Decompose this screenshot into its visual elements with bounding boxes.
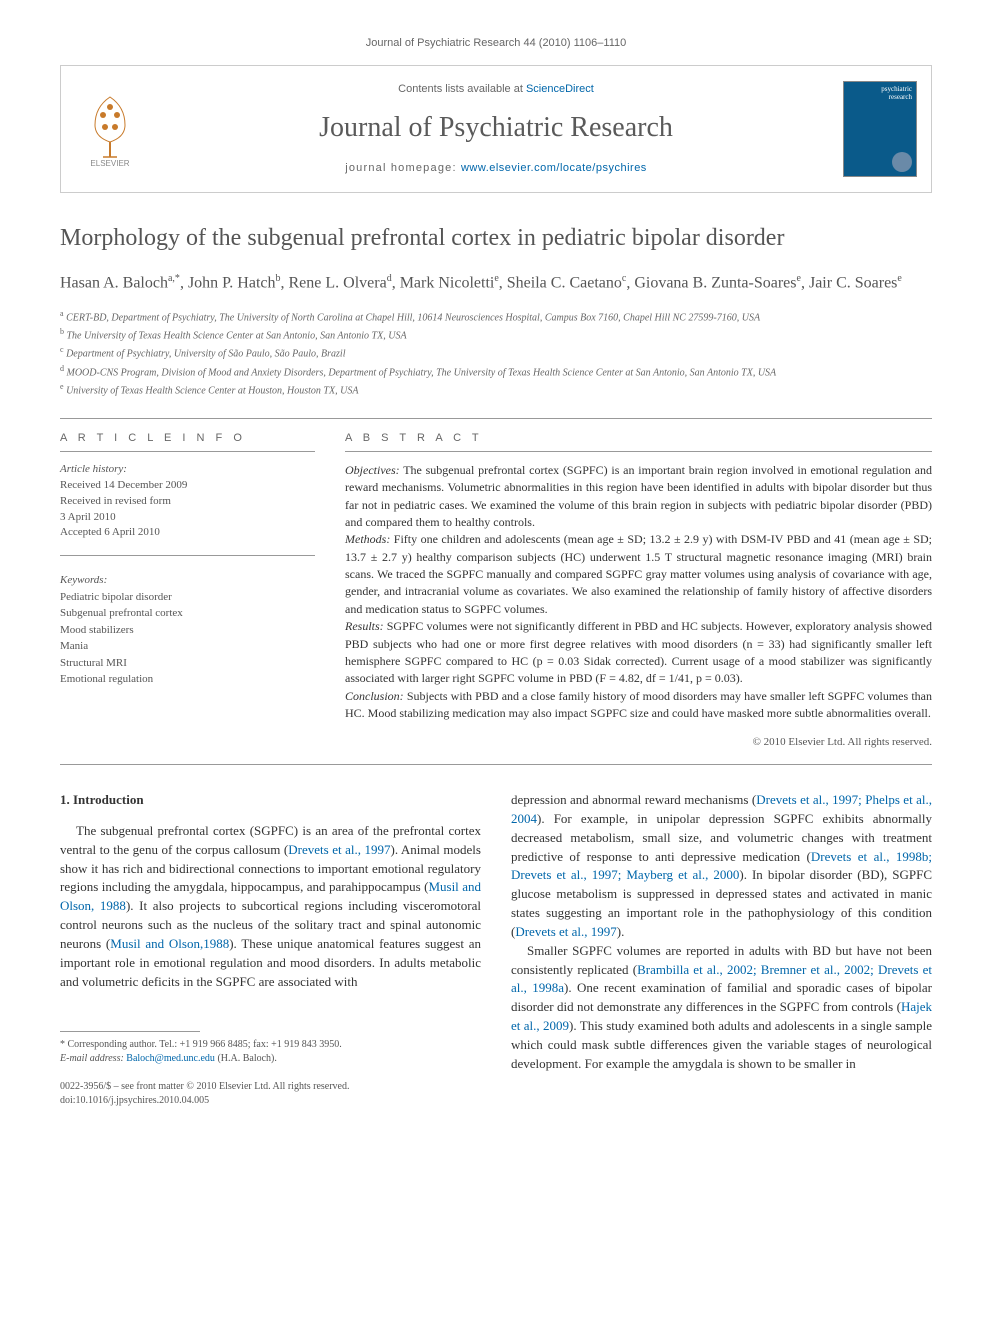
journal-page: Journal of Psychiatric Research 44 (2010… [0,0,992,1148]
svg-text:ELSEVIER: ELSEVIER [90,159,129,167]
homepage-line: journal homepage: www.elsevier.com/locat… [165,161,827,176]
journal-name: Journal of Psychiatric Research [165,108,827,147]
body-left-column: 1. Introduction The subgenual prefrontal… [60,791,481,1108]
history-label: Article history: [60,462,315,478]
running-header: Journal of Psychiatric Research 44 (2010… [60,36,932,51]
body-columns: 1. Introduction The subgenual prefrontal… [60,791,932,1108]
accepted-date: Accepted 6 April 2010 [60,525,315,541]
received-date: Received 14 December 2009 [60,478,315,494]
issn-line: 0022-3956/$ – see front matter © 2010 El… [60,1080,481,1094]
doi-line: doi:10.1016/j.jpsychires.2010.04.005 [60,1094,481,1108]
methods-text: Fifty one children and adolescents (mean… [345,532,932,616]
affiliation: d MOOD-CNS Program, Division of Mood and… [60,363,932,380]
affiliation: e University of Texas Health Science Cen… [60,381,932,398]
keyword: Subgenual prefrontal cortex [60,605,315,622]
conclusion-label: Conclusion: [345,689,404,703]
masthead-right: psychiatric research [827,81,917,177]
affiliation: b The University of Texas Health Science… [60,326,932,343]
abstract-text: Objectives: The subgenual prefrontal cor… [345,462,932,723]
citation-link[interactable]: Drevets et al., 1997 [288,842,390,857]
keywords-list: Pediatric bipolar disorderSubgenual pref… [60,589,315,688]
divider-2 [60,764,932,765]
info-divider [60,451,315,452]
article-title: Morphology of the subgenual prefrontal c… [60,223,932,253]
contents-prefix: Contents lists available at [398,83,526,95]
keywords-divider [60,555,315,556]
email-suffix: (H.A. Baloch). [215,1053,277,1064]
corr-author-tel: * Corresponding author. Tel.: +1 919 966… [60,1038,481,1052]
affiliation: c Department of Psychiatry, University o… [60,344,932,361]
sciencedirect-link[interactable]: ScienceDirect [526,83,594,95]
footnote-separator [60,1031,200,1032]
keyword: Mania [60,638,315,655]
keyword: Emotional regulation [60,671,315,688]
article-info-column: A R T I C L E I N F O Article history: R… [60,431,315,750]
email-label: E-mail address: [60,1053,126,1064]
results-label: Results: [345,619,384,633]
conclusion-text: Subjects with PBD and a close family his… [345,689,932,720]
elsevier-tree-logo: ELSEVIER [75,87,145,167]
footer-block: 0022-3956/$ – see front matter © 2010 El… [60,1080,481,1108]
keywords-label: Keywords: [60,572,315,589]
citation-link[interactable]: Musil and Olson,1988 [110,936,229,951]
article-info-heading: A R T I C L E I N F O [60,431,315,446]
journal-cover-thumbnail: psychiatric research [843,81,917,177]
publisher-logo-block: ELSEVIER [75,87,165,172]
cover-title-2: research [848,94,912,102]
affiliations: a CERT-BD, Department of Psychiatry, The… [60,308,932,399]
masthead: ELSEVIER Contents lists available at Sci… [60,65,932,193]
corr-author-email-line: E-mail address: Baloch@med.unc.edu (H.A.… [60,1052,481,1066]
abstract-divider [345,451,932,452]
author-list: Hasan A. Balocha,*, John P. Hatchb, Rene… [60,271,932,295]
affiliation: a CERT-BD, Department of Psychiatry, The… [60,308,932,325]
abstract-copyright: © 2010 Elsevier Ltd. All rights reserved… [345,735,932,750]
keyword: Structural MRI [60,655,315,672]
cover-brain-image [892,152,912,172]
revised-line2: 3 April 2010 [60,510,315,526]
keyword: Pediatric bipolar disorder [60,589,315,606]
revised-line1: Received in revised form [60,494,315,510]
citation-link[interactable]: Drevets et al., 1997 [515,924,616,939]
homepage-prefix: journal homepage: [345,162,461,174]
info-abstract-row: A R T I C L E I N F O Article history: R… [60,431,932,750]
keyword: Mood stabilizers [60,622,315,639]
objectives-text: The subgenual prefrontal cortex (SGPFC) … [345,463,932,529]
masthead-center: Contents lists available at ScienceDirec… [165,78,827,180]
body-right-column: depression and abnormal reward mechanism… [511,791,932,1108]
objectives-label: Objectives: [345,463,400,477]
methods-label: Methods: [345,532,390,546]
keywords-block: Keywords: Pediatric bipolar disorderSubg… [60,572,315,688]
abstract-column: A B S T R A C T Objectives: The subgenua… [345,431,932,750]
results-text: SGPFC volumes were not significantly dif… [345,619,932,685]
divider [60,418,932,419]
abstract-heading: A B S T R A C T [345,431,932,446]
email-link[interactable]: Baloch@med.unc.edu [126,1053,215,1064]
corresponding-author-footnote: * Corresponding author. Tel.: +1 919 966… [60,1038,481,1066]
intro-paragraph-2: Smaller SGPFC volumes are reported in ad… [511,942,932,1074]
intro-paragraph-1-cont: depression and abnormal reward mechanism… [511,791,932,942]
article-history: Article history: Received 14 December 20… [60,462,315,542]
homepage-link[interactable]: www.elsevier.com/locate/psychires [461,162,647,174]
intro-heading: 1. Introduction [60,791,481,810]
intro-paragraph-1: The subgenual prefrontal cortex (SGPFC) … [60,822,481,992]
contents-lists-line: Contents lists available at ScienceDirec… [165,82,827,97]
